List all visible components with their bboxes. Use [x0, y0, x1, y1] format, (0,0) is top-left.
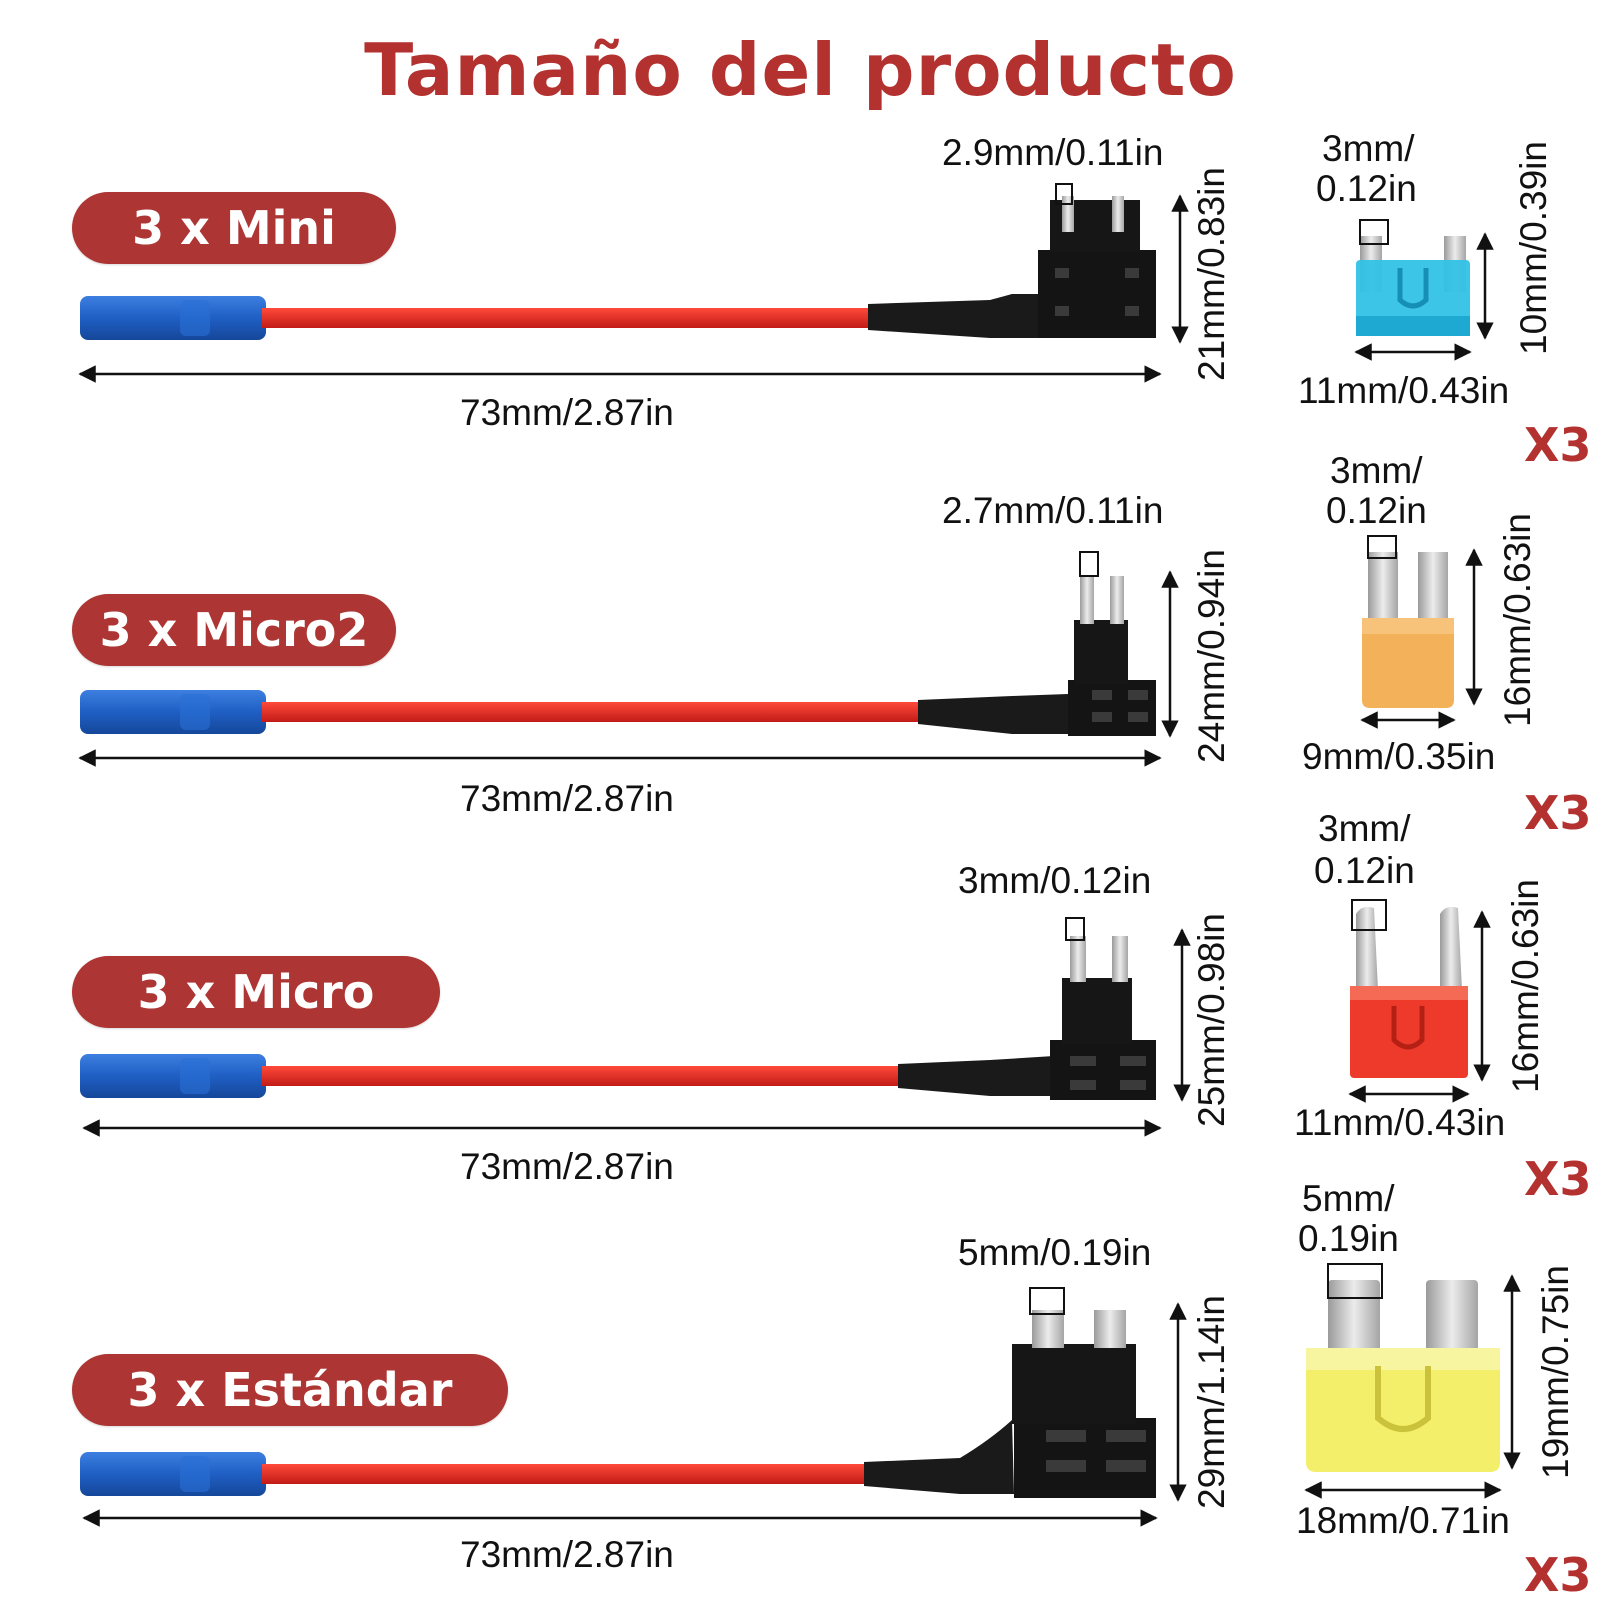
- height-label: 25mm/0.98in: [1191, 913, 1232, 1127]
- fuse-tap-housing: [1068, 680, 1156, 736]
- mini-fuse-blue: [1356, 236, 1470, 336]
- badge-micro2: 3 x Micro2: [72, 594, 396, 666]
- height-label: 29mm/1.14in: [1191, 1295, 1232, 1509]
- badge-mini: 3 x Mini: [72, 192, 396, 264]
- standard-fuse-yellow: [1306, 1280, 1500, 1472]
- length-label: 73mm/2.87in: [460, 1146, 674, 1187]
- micro2-fuse-orange: [1362, 552, 1454, 708]
- fuse-blade-label-1: 3mm/: [1330, 450, 1423, 491]
- blade-width-label: 5mm/0.19in: [958, 1232, 1152, 1273]
- blue-butt-connector: [80, 296, 266, 340]
- blade-width-label: 2.9mm/0.11in: [942, 132, 1164, 173]
- fuse-blade-label-1: 5mm/: [1302, 1178, 1395, 1219]
- red-wire: [262, 1066, 902, 1086]
- badge-micro: 3 x Micro: [72, 956, 440, 1028]
- length-label: 73mm/2.87in: [460, 1534, 674, 1575]
- red-wire: [262, 702, 922, 722]
- standard-tap-cable: [80, 1310, 1156, 1498]
- micro2-tap-cable: [80, 576, 1156, 736]
- quantity-label: X3: [1524, 786, 1592, 840]
- fuse-blade-label-1: 3mm/: [1322, 128, 1415, 169]
- fuse-tap-housing: [1050, 1040, 1156, 1100]
- quantity-label: X3: [1524, 1548, 1592, 1602]
- quantity-label: X3: [1524, 418, 1592, 472]
- fuse-blade-label-2: 0.12in: [1326, 490, 1427, 531]
- height-label: 24mm/0.94in: [1191, 549, 1232, 763]
- quantity-label: X3: [1524, 1152, 1592, 1206]
- blue-butt-connector: [80, 1054, 266, 1098]
- fuse-blade-label-2: 0.12in: [1314, 850, 1415, 891]
- mini-tap-cable: [80, 196, 1156, 340]
- fuse-height-label: 16mm/0.63in: [1505, 879, 1546, 1093]
- fuse-height-label: 16mm/0.63in: [1497, 513, 1538, 727]
- fuse-width-label: 9mm/0.35in: [1302, 736, 1496, 777]
- fuse-height-label: 10mm/0.39in: [1513, 141, 1554, 355]
- micro-tap-cable: [80, 936, 1156, 1100]
- micro-fuse-red: [1350, 906, 1468, 1078]
- blade-width-label: 2.7mm/0.11in: [942, 490, 1164, 531]
- fuse-width-label: 18mm/0.71in: [1296, 1500, 1510, 1541]
- badge-standard: 3 x Estándar: [72, 1354, 508, 1426]
- page-title: Tamaño del producto: [364, 28, 1237, 112]
- length-label: 73mm/2.87in: [460, 778, 674, 819]
- fuse-width-label: 11mm/0.43in: [1294, 1102, 1506, 1143]
- fuse-blade-label-2: 0.12in: [1316, 168, 1417, 209]
- blade-width-label: 3mm/0.12in: [958, 860, 1152, 901]
- blue-butt-connector: [80, 1452, 266, 1496]
- fuse-height-label: 19mm/0.75in: [1535, 1265, 1576, 1479]
- fuse-blade-label-2: 0.19in: [1298, 1218, 1399, 1259]
- fuse-blade-label-1: 3mm/: [1318, 808, 1411, 849]
- fuse-tap-housing: [1038, 250, 1156, 338]
- blue-butt-connector: [80, 690, 266, 734]
- red-wire: [262, 1464, 868, 1484]
- fuse-width-label: 11mm/0.43in: [1298, 370, 1510, 411]
- length-label: 73mm/2.87in: [460, 392, 674, 433]
- height-label: 21mm/0.83in: [1191, 167, 1232, 381]
- red-wire: [262, 308, 872, 328]
